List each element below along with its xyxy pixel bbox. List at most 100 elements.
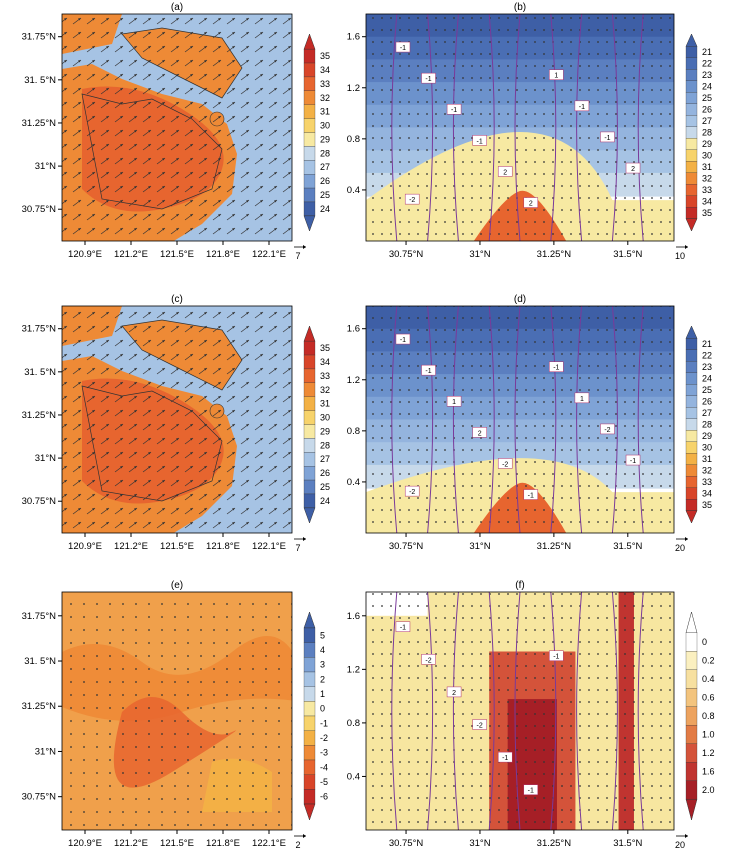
colorbar-tick-label: -6	[320, 792, 328, 802]
colorbar-swatch	[685, 395, 698, 408]
colorbar-tick-label: 21	[702, 47, 712, 57]
colorbar-swatch	[303, 354, 316, 370]
colorbar-swatch	[303, 146, 316, 161]
colorbar-swatch	[685, 499, 698, 511]
colorbar-tick-label: -3	[320, 748, 328, 758]
colorbar-tick-label: 25	[702, 385, 712, 395]
y-tick-label: 31. 5°N	[24, 75, 56, 86]
contour-label-box	[549, 361, 564, 372]
colorbar-tick-label: 34	[702, 196, 712, 206]
colorbar-swatch	[303, 160, 316, 175]
contour-label-box	[446, 395, 462, 407]
contour-line	[391, 14, 398, 241]
colorbar-tick-label: 32	[702, 465, 712, 475]
colorbar-tick-label: 21	[702, 339, 712, 349]
y-tick-label: 0.8	[347, 718, 360, 729]
panel-b: (b) 30.75°N 31°N 31.25°N 31.5°N 1.6 1.2 0.8 0.4 1…	[347, 2, 712, 261]
colorbar-swatch	[685, 103, 698, 116]
y-tick-label: 0.8	[347, 426, 360, 437]
y-tick-label: 1.2	[347, 664, 360, 675]
contour-label-box	[549, 650, 564, 661]
contour-line	[611, 306, 618, 533]
panels-layer: (a)120.9°E 121.2°E 121.5°E 121.8°E 122.1°E31…	[22, 2, 715, 850]
contour-label-box	[600, 131, 615, 143]
colorbar-bottom-arrow	[303, 215, 316, 232]
y-tick-label: 0.4	[347, 185, 360, 196]
colorbar-swatch	[303, 715, 316, 731]
x-tick-label: 30.75°N	[389, 541, 424, 552]
colorbar-tick-label: 34	[320, 65, 330, 75]
section-field	[366, 14, 674, 241]
colorbar-swatch	[303, 76, 316, 91]
contour-line	[488, 14, 495, 241]
contour-label: 2	[452, 690, 456, 697]
contour-label-box	[472, 135, 487, 146]
colorbar-swatch	[685, 361, 698, 373]
panel-title: (d)	[514, 294, 526, 305]
x-tick-label: 121.2°E	[114, 249, 148, 260]
colorbar-bottom-arrow	[685, 218, 698, 232]
x-tick-label: 30.75°N	[389, 249, 424, 260]
colorbar-swatch	[685, 407, 698, 419]
y-tick-label: 31°N	[35, 453, 56, 464]
colorbar-swatch	[685, 487, 698, 500]
y-tick-label: 1.6	[347, 611, 360, 622]
colorbar-tick-label: 30	[702, 442, 712, 452]
contour-label-box	[497, 458, 513, 469]
section-field	[366, 592, 674, 830]
colorbar-top-arrow	[685, 33, 698, 47]
contour-label: -1	[425, 368, 431, 375]
contour-label: 2	[503, 169, 507, 176]
panel-e: (e)120.9°E 121.2°E 121.5°E 121.8°E 122.1°E31…	[22, 580, 328, 850]
vector-dots	[62, 592, 292, 830]
contour-label-box	[472, 719, 487, 730]
colorbar-top-arrow	[685, 611, 698, 634]
colorbar-swatch	[685, 464, 698, 477]
contour-line	[488, 306, 495, 533]
x-tick-label: 31.5°N	[613, 838, 642, 849]
colorbar-tick-label: 35	[702, 208, 712, 218]
colorbar-swatch	[303, 774, 316, 790]
colorbar-swatch	[303, 627, 316, 643]
map-field	[62, 14, 292, 241]
contour-label-box	[549, 69, 564, 80]
colorbar-swatch	[303, 174, 316, 189]
colorbar-tick-label: 1	[320, 689, 325, 699]
vector-dots	[366, 592, 674, 830]
contour-label-box	[395, 41, 411, 53]
contour-line	[576, 306, 583, 533]
colorbar-swatch	[685, 349, 698, 362]
colorbar-tick-label: -4	[320, 762, 328, 772]
colorbar-tick-label: 1.2	[702, 748, 715, 758]
contour-label-box	[404, 193, 420, 205]
colorbar-swatch	[685, 115, 698, 127]
colorbar-tick-label: -2	[320, 733, 328, 743]
colorbar-tick-label: 31	[702, 454, 712, 464]
vector-ref-label: 20	[675, 543, 685, 553]
contour-label: -1	[604, 135, 610, 142]
y-tick-label: 31.25°N	[22, 118, 57, 129]
colorbar-swatch	[303, 341, 316, 356]
colorbar-tick-label: 23	[702, 70, 712, 80]
colorbar-top-arrow	[303, 33, 316, 50]
vector-ref-head	[685, 245, 688, 249]
colorbar-tick-label: 29	[320, 134, 330, 144]
colorbar-tick-label: 30	[320, 413, 330, 423]
y-tick-label: 31.75°N	[22, 324, 57, 335]
colorbar-swatch	[685, 418, 698, 431]
x-tick-label: 31.25°N	[537, 249, 572, 260]
colorbar-swatch	[685, 46, 698, 58]
panel-title: (f)	[515, 580, 524, 591]
contour-label-box	[523, 197, 539, 208]
panel-title: (e)	[171, 580, 183, 591]
x-tick-label: 31°N	[469, 541, 490, 552]
contour-line	[514, 592, 521, 830]
contour-label-box	[625, 454, 641, 466]
colorbar-tick-label: 0	[702, 637, 707, 647]
colorbar-tick-label: 33	[702, 185, 712, 195]
colorbar-swatch	[685, 669, 698, 689]
x-tick-label: 31°N	[469, 838, 490, 849]
panel-f: (f) 30.75°N 31°N 31.25°N 31.5°N 1.6 1.2 0.8 0.4 2…	[347, 580, 715, 850]
colorbar-swatch	[685, 476, 698, 488]
contour-label-box	[497, 166, 513, 177]
